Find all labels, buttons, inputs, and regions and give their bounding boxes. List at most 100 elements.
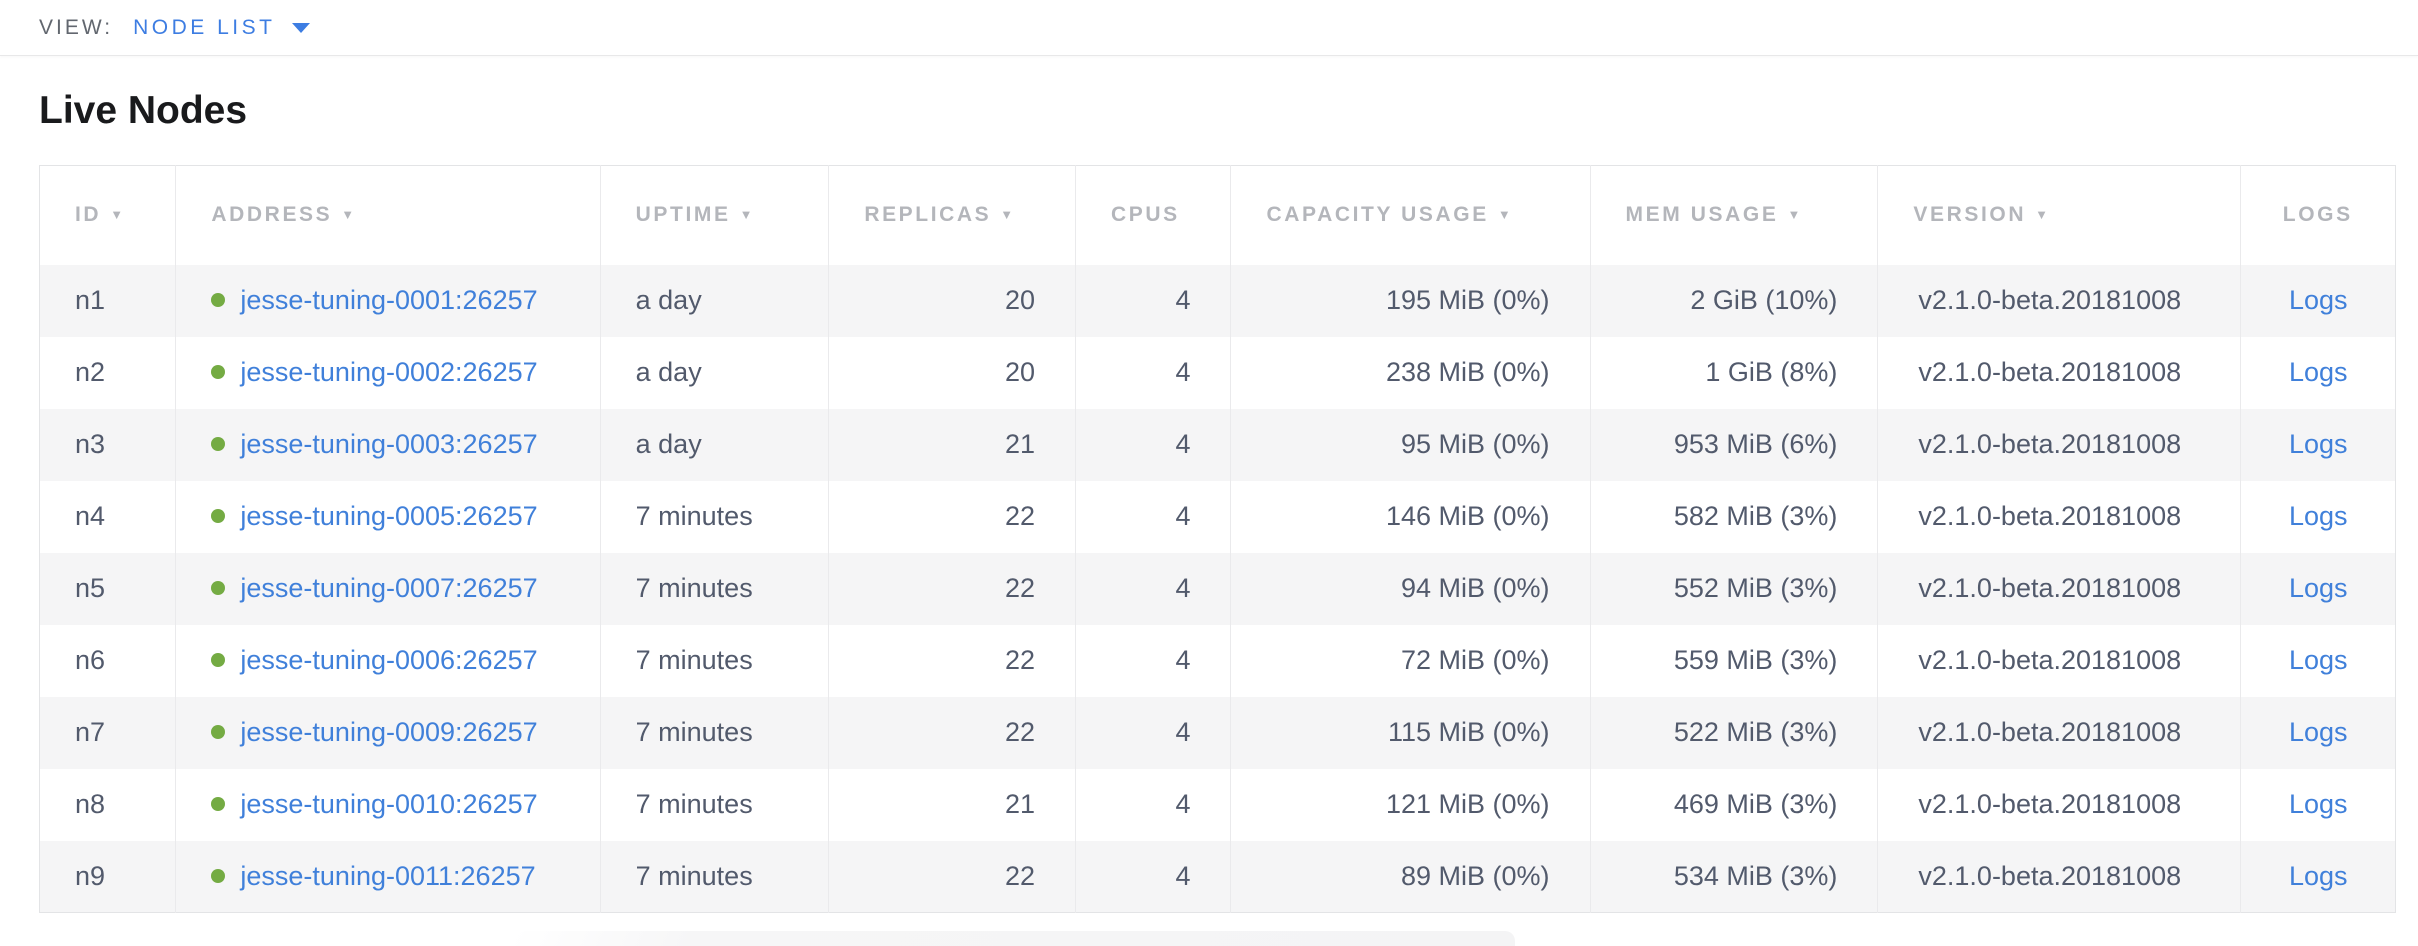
logs-link[interactable]: Logs	[2288, 860, 2348, 891]
node-id-cell: n3	[75, 429, 106, 459]
capacity-usage-cell: 115 MiB (0%)	[1230, 696, 1591, 769]
node-live-status-icon	[211, 292, 226, 307]
table-row-n1: n1 jesse-tuning-0001:26257 a day 20 4 19…	[39, 264, 2396, 337]
replicas-cell: 22	[828, 480, 1076, 553]
replicas-cell: 21	[828, 768, 1076, 841]
node-address-cell: jesse-tuning-0006:26257	[175, 624, 601, 697]
logs-cell: Logs	[2240, 552, 2396, 625]
logs-link[interactable]: Logs	[2288, 717, 2348, 747]
cpus-cell: 4	[1075, 480, 1231, 553]
uptime-cell: 7 minutes	[599, 624, 829, 697]
dropdown-caret-icon	[292, 22, 311, 33]
view-selected-value: NODE LIST	[133, 15, 276, 39]
logs-link[interactable]: Logs	[2288, 501, 2348, 531]
node-address-link[interactable]: jesse-tuning-0009:26257	[240, 717, 538, 747]
logs-cell: Logs	[2240, 840, 2396, 913]
col-header-address[interactable]: ADDRESS ▼	[175, 165, 601, 265]
logs-cell: Logs	[2240, 264, 2396, 337]
node-address-cell: jesse-tuning-0002:26257	[175, 336, 601, 409]
logs-link[interactable]: Logs	[2288, 645, 2348, 675]
cpus-cell: 4	[1075, 408, 1231, 481]
capacity-usage-cell: 94 MiB (0%)	[1230, 552, 1591, 625]
table-row-n6: n6 jesse-tuning-0006:26257 7 minutes 22 …	[39, 624, 2396, 697]
node-id-cell: n4	[75, 501, 106, 531]
node-address-link[interactable]: jesse-tuning-0011:26257	[240, 860, 536, 891]
live-nodes-table-container: ID ▼ ADDRESS ▼ UPTIME ▼ REPLICAS ▼ CPUS CAPA…	[39, 165, 2396, 913]
mem-usage-cell: 469 MiB (3%)	[1589, 768, 1878, 841]
capacity-usage-cell: 72 MiB (0%)	[1230, 624, 1591, 697]
mem-usage-cell: 953 MiB (6%)	[1589, 408, 1878, 481]
node-address-cell: jesse-tuning-0001:26257	[175, 264, 601, 337]
mem-usage-cell: 534 MiB (3%)	[1589, 840, 1878, 913]
table-row-n5: n5 jesse-tuning-0007:26257 7 minutes 22 …	[39, 552, 2396, 625]
table-row-n8: n8 jesse-tuning-0010:26257 7 minutes 21 …	[39, 768, 2396, 841]
capacity-usage-cell: 121 MiB (0%)	[1230, 768, 1591, 841]
logs-link[interactable]: Logs	[2288, 789, 2348, 819]
uptime-cell: 7 minutes	[599, 696, 829, 769]
node-address-link[interactable]: jesse-tuning-0001:26257	[240, 285, 538, 315]
version-cell: v2.1.0-beta.20181008	[1877, 624, 2241, 697]
mem-usage-cell: 1 GiB (8%)	[1589, 336, 1878, 409]
logs-cell: Logs	[2240, 696, 2396, 769]
node-id-cell: n5	[75, 573, 106, 603]
node-address-link[interactable]: jesse-tuning-0007:26257	[240, 573, 538, 603]
node-live-status-icon	[211, 580, 226, 595]
replicas-cell: 22	[828, 840, 1076, 913]
table-row-n4: n4 jesse-tuning-0005:26257 7 minutes 22 …	[39, 480, 2396, 553]
sort-desc-icon: ▼	[1787, 207, 1801, 223]
sort-desc-icon: ▼	[2035, 207, 2048, 223]
col-header-capacity-usage[interactable]: CAPACITY USAGE ▼	[1230, 165, 1591, 265]
node-address-cell: jesse-tuning-0009:26257	[175, 696, 601, 769]
below-fold-shadow	[515, 931, 1515, 946]
logs-cell: Logs	[2240, 408, 2396, 481]
node-address-link[interactable]: jesse-tuning-0010:26257	[240, 789, 538, 819]
col-header-id[interactable]: ID ▼	[39, 165, 176, 265]
node-address-cell: jesse-tuning-0005:26257	[175, 480, 601, 553]
col-header-replicas[interactable]: REPLICAS ▼	[828, 165, 1076, 265]
table-header-row: ID ▼ ADDRESS ▼ UPTIME ▼ REPLICAS ▼ CPUS CAPA…	[39, 165, 2396, 265]
node-address-cell: jesse-tuning-0011:26257	[175, 840, 601, 913]
cpus-cell: 4	[1075, 624, 1231, 697]
node-id-cell: n8	[75, 789, 106, 819]
node-id-cell: n2	[75, 357, 106, 387]
replicas-cell: 22	[828, 552, 1076, 625]
node-address-link[interactable]: jesse-tuning-0002:26257	[240, 357, 538, 387]
sort-desc-icon: ▼	[341, 207, 355, 223]
node-address-link[interactable]: jesse-tuning-0005:26257	[240, 501, 538, 531]
node-address-link[interactable]: jesse-tuning-0006:26257	[240, 645, 538, 675]
col-header-version[interactable]: VERSION ▼	[1877, 165, 2241, 265]
replicas-cell: 22	[828, 696, 1076, 769]
mem-usage-cell: 559 MiB (3%)	[1589, 624, 1878, 697]
logs-link[interactable]: Logs	[2288, 429, 2348, 459]
logs-cell: Logs	[2240, 768, 2396, 841]
col-header-logs: LOGS	[2240, 165, 2396, 265]
uptime-cell: a day	[599, 336, 829, 409]
view-label: VIEW:	[39, 15, 114, 39]
logs-cell: Logs	[2240, 480, 2396, 553]
sort-desc-icon: ▼	[1497, 207, 1511, 223]
uptime-cell: a day	[599, 264, 829, 337]
uptime-cell: 7 minutes	[599, 840, 829, 913]
replicas-cell: 20	[828, 264, 1076, 337]
node-live-status-icon	[211, 436, 226, 451]
cpus-cell: 4	[1075, 840, 1231, 913]
logs-link[interactable]: Logs	[2288, 573, 2348, 603]
col-header-uptime[interactable]: UPTIME ▼	[599, 165, 829, 265]
col-header-cpus: CPUS	[1075, 165, 1231, 265]
node-live-status-icon	[211, 652, 226, 667]
node-live-status-icon	[211, 796, 226, 811]
cpus-cell: 4	[1075, 264, 1231, 337]
logs-link[interactable]: Logs	[2288, 285, 2348, 315]
logs-link[interactable]: Logs	[2288, 357, 2348, 387]
node-live-status-icon	[211, 724, 226, 739]
table-row-n7: n7 jesse-tuning-0009:26257 7 minutes 22 …	[39, 696, 2396, 769]
node-address-cell: jesse-tuning-0010:26257	[175, 768, 601, 841]
uptime-cell: a day	[599, 408, 829, 481]
node-address-link[interactable]: jesse-tuning-0003:26257	[240, 429, 538, 459]
uptime-cell: 7 minutes	[599, 768, 829, 841]
view-selector-dropdown[interactable]: NODE LIST	[133, 15, 311, 40]
logs-cell: Logs	[2240, 624, 2396, 697]
capacity-usage-cell: 195 MiB (0%)	[1230, 264, 1591, 337]
col-header-mem-usage[interactable]: MEM USAGE ▼	[1589, 165, 1878, 265]
table-row-n3: n3 jesse-tuning-0003:26257 a day 21 4 95…	[39, 408, 2396, 481]
